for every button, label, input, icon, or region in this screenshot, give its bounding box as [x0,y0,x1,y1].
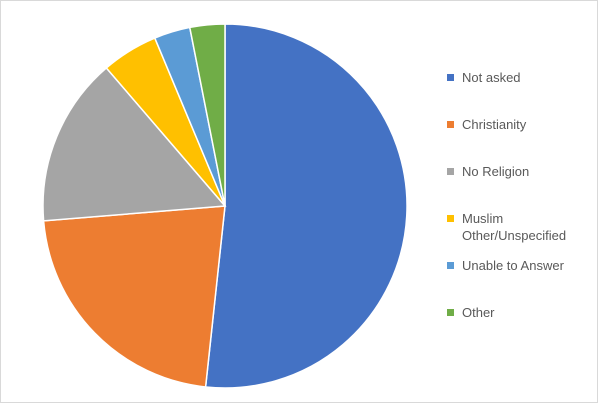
legend-swatch [447,74,454,81]
legend-item: Unable to Answer [447,257,598,274]
legend-label: Not asked [462,70,521,85]
pie-slice-christianity [42,205,226,388]
legend-item: Other [447,304,598,321]
legend-label: Christianity [462,117,527,132]
pie-slice-no-religion [42,66,227,222]
pie-slice-not-asked [204,23,408,389]
legend-swatch [447,168,454,175]
legend-swatch [447,215,454,222]
legend-swatch [447,121,454,128]
legend-swatch [447,309,454,316]
pie-slice-other [188,23,226,207]
legend-label: Muslim Other/Unspecified [462,211,567,243]
legend-item: Not asked [447,69,598,86]
legend-item: No Religion [447,163,598,180]
legend-item: Christianity [447,116,598,133]
legend-label: No Religion [462,164,530,179]
legend-item: Muslim Other/Unspecified [447,210,598,244]
legend-swatch [447,262,454,269]
legend-label: Unable to Answer [462,258,564,273]
legend-label: Other [462,305,495,320]
